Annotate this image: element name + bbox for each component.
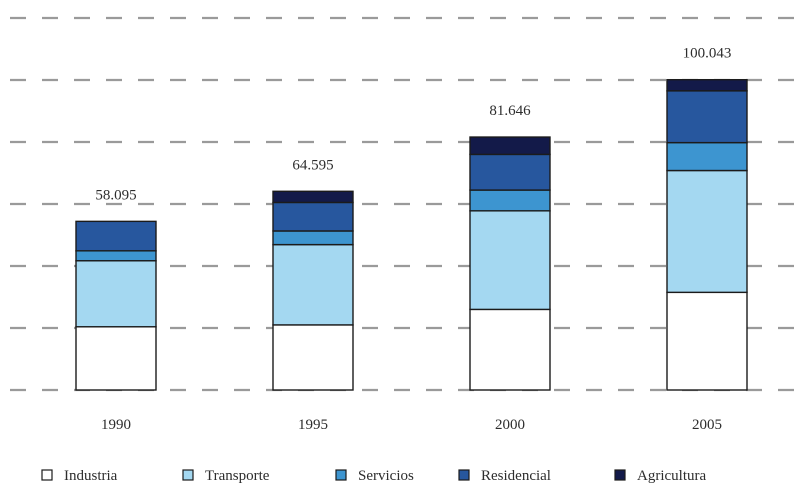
legend-label-transporte: Transporte (205, 468, 270, 484)
legend-swatch-transporte (182, 469, 194, 481)
bars-layer (75, 78, 748, 391)
bar-1995-agricultura (272, 190, 354, 204)
total-label-2000: 81.646 (489, 103, 531, 119)
bar-1990-residencial (75, 220, 157, 252)
legend-item-servicios: Servicios (335, 468, 414, 484)
bar-2005-servicios (666, 141, 748, 172)
bar-2000-residencial (469, 153, 551, 191)
legend-swatch-servicios (335, 469, 347, 481)
labels-layer: 58.095 1990 64.595 1995 81.646 2000 100.043 200… (95, 46, 731, 433)
bar-2005-transporte (666, 169, 748, 294)
bar-1990-transporte (75, 260, 157, 328)
legend-swatch-agricultura (614, 469, 626, 481)
bar-2005-residencial (666, 90, 748, 144)
bar-2000-transporte (469, 210, 551, 311)
x-tick-label-1995: 1995 (298, 417, 328, 433)
bar-2000-agricultura (469, 136, 551, 156)
legend-label-residencial: Residencial (481, 468, 551, 484)
bar-2005-agricultura (666, 78, 748, 92)
x-tick-label-2005: 2005 (692, 417, 722, 433)
total-label-2005: 100.043 (683, 46, 732, 62)
bar-2000-servicios (469, 189, 551, 212)
bar-1995-industria (272, 324, 354, 391)
total-label-1995: 64.595 (292, 157, 333, 173)
legend-label-servicios: Servicios (358, 468, 414, 484)
bar-2005-industria (666, 291, 748, 391)
bar-1990-industria (75, 326, 157, 391)
x-tick-label-2000: 2000 (495, 417, 525, 433)
legend-swatch-residencial (458, 469, 470, 481)
bar-2000-industria (469, 308, 551, 391)
bar-1995-servicios (272, 230, 354, 246)
legend-item-residencial: Residencial (458, 468, 551, 484)
bar-1995-residencial (272, 201, 354, 232)
legend: Industria Transporte Servicios Residencial A… (41, 468, 706, 484)
legend-item-industria: Industria (41, 468, 118, 484)
bar-1990-servicios (75, 250, 157, 262)
total-label-1990: 58.095 (95, 187, 136, 203)
legend-item-transporte: Transporte (182, 468, 270, 484)
legend-item-agricultura: Agricultura (614, 468, 706, 484)
x-tick-label-1990: 1990 (101, 417, 131, 433)
legend-label-industria: Industria (64, 468, 118, 484)
bar-1995-transporte (272, 243, 354, 326)
legend-swatch-industria (41, 469, 53, 481)
legend-label-agricultura: Agricultura (637, 468, 706, 484)
